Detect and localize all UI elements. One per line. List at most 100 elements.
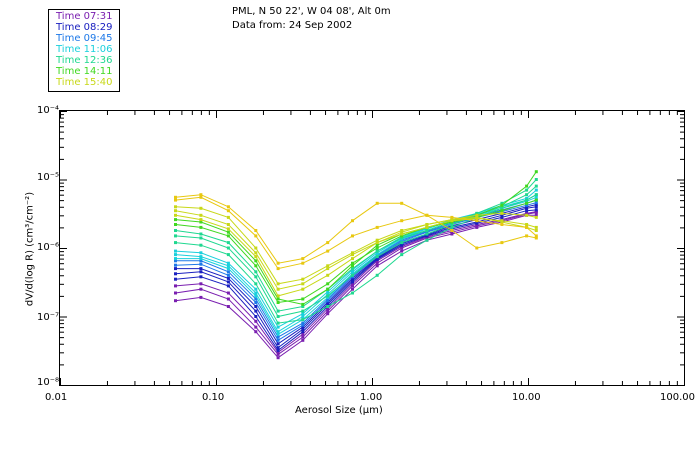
data-point: [199, 257, 203, 261]
data-point: [254, 251, 258, 255]
data-point: [276, 352, 280, 356]
data-point: [450, 215, 454, 219]
data-point: [174, 284, 177, 288]
data-point: [276, 348, 280, 352]
data-point: [326, 264, 330, 268]
data-point: [174, 209, 177, 213]
data-point: [400, 249, 404, 253]
data-point: [226, 230, 230, 234]
data-point: [226, 215, 230, 219]
data-point: [301, 312, 305, 316]
data-point: [226, 280, 230, 284]
data-point: [534, 170, 538, 174]
data-point: [375, 264, 379, 268]
data-point: [276, 356, 280, 360]
data-point: [534, 198, 538, 202]
series-14: [174, 170, 538, 304]
series-line: [175, 194, 537, 264]
y-axis-title: dV/d(log R) (cm³/cm⁻²): [24, 191, 36, 307]
data-point: [326, 305, 330, 308]
data-point: [375, 273, 379, 277]
data-point: [199, 262, 203, 266]
data-point: [226, 291, 230, 295]
data-point: [226, 305, 230, 308]
data-point: [276, 332, 280, 336]
data-point: [326, 294, 330, 298]
data-point: [254, 259, 258, 263]
data-point: [254, 282, 258, 286]
data-point: [534, 188, 538, 192]
data-point: [450, 232, 454, 236]
data-point: [375, 249, 379, 253]
series-16: [174, 211, 538, 298]
data-point: [525, 225, 529, 229]
y-tick-label: 10⁻⁶: [37, 242, 60, 253]
data-point: [174, 223, 177, 226]
data-point: [199, 287, 203, 291]
data-point: [400, 229, 404, 232]
series-line: [175, 209, 537, 352]
data-point: [500, 241, 504, 245]
series-line: [175, 196, 537, 335]
data-point: [199, 232, 203, 236]
series-line: [175, 179, 537, 312]
chart-subtitle: Data from: 24 Sep 2002: [232, 20, 353, 31]
x-tick-label: 10.00: [512, 392, 541, 403]
data-point: [301, 297, 305, 301]
data-point: [326, 299, 330, 303]
data-point: [174, 234, 177, 238]
data-point: [351, 287, 354, 291]
data-point: [199, 193, 203, 197]
data-point: [534, 178, 538, 181]
data-point: [351, 280, 354, 284]
data-point: [534, 205, 538, 209]
data-point: [254, 246, 258, 250]
data-point: [450, 230, 454, 234]
data-point: [351, 284, 354, 288]
series-line: [175, 211, 537, 354]
data-point: [174, 229, 177, 232]
legend-item: Time 07:31: [56, 11, 113, 22]
data-point: [174, 241, 177, 245]
plot-frame: [59, 110, 685, 386]
data-point: [254, 291, 258, 295]
data-point: [254, 305, 258, 308]
data-point: [534, 184, 538, 188]
data-point: [450, 223, 454, 226]
data-point: [199, 213, 203, 217]
data-point: [226, 261, 230, 265]
data-point: [351, 251, 354, 255]
data-point: [475, 211, 479, 215]
data-point: [525, 234, 529, 238]
data-point: [199, 295, 203, 299]
data-point: [326, 307, 330, 311]
data-point: [301, 335, 305, 339]
y-tick-label: 10⁻⁵: [37, 172, 60, 183]
data-point: [525, 196, 529, 200]
data-point: [534, 225, 538, 229]
x-tick-label: 0.01: [45, 392, 68, 403]
data-point: [351, 273, 354, 277]
data-point: [534, 193, 538, 197]
data-point: [475, 246, 479, 250]
data-point: [174, 198, 177, 202]
data-point: [425, 238, 429, 242]
data-point: [534, 201, 538, 205]
data-point: [174, 272, 177, 276]
data-point: [199, 225, 203, 229]
data-point: [400, 253, 404, 257]
y-tick-label: 10⁻⁴: [37, 105, 60, 116]
legend-item: Time 08:29: [56, 22, 113, 33]
data-point: [450, 229, 454, 232]
x-tick-label: 100.00: [660, 392, 695, 403]
data-point: [199, 195, 203, 199]
data-point: [326, 302, 330, 306]
data-point: [301, 327, 305, 331]
data-point: [199, 251, 203, 255]
data-point: [326, 301, 330, 304]
data-point: [174, 277, 177, 281]
data-point: [199, 243, 203, 247]
data-point: [276, 335, 280, 339]
series-12: [174, 184, 538, 318]
data-point: [254, 264, 258, 268]
